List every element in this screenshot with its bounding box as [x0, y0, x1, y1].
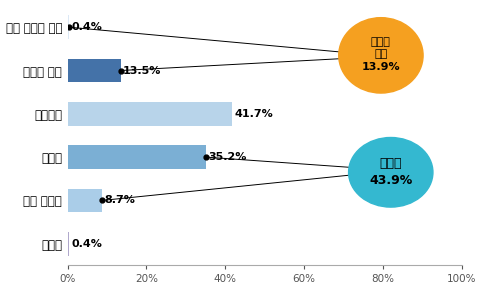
Bar: [67, 15, 69, 39]
Text: 그렇지: 그렇지: [371, 37, 391, 47]
Text: 0.4%: 0.4%: [71, 239, 103, 249]
Bar: [67, 232, 69, 256]
Bar: [67, 188, 102, 212]
Text: 41.7%: 41.7%: [234, 109, 273, 119]
Text: 8.7%: 8.7%: [104, 195, 135, 205]
Text: 않다: 않다: [375, 49, 388, 59]
Text: 그렇다: 그렇다: [379, 157, 402, 170]
Text: 43.9%: 43.9%: [369, 175, 413, 188]
Bar: [67, 102, 232, 126]
Bar: [67, 145, 206, 169]
Text: 13.5%: 13.5%: [123, 66, 161, 75]
Bar: [67, 59, 121, 82]
Text: 13.9%: 13.9%: [362, 62, 400, 72]
Text: 35.2%: 35.2%: [209, 152, 247, 162]
Text: 0.4%: 0.4%: [71, 22, 103, 32]
